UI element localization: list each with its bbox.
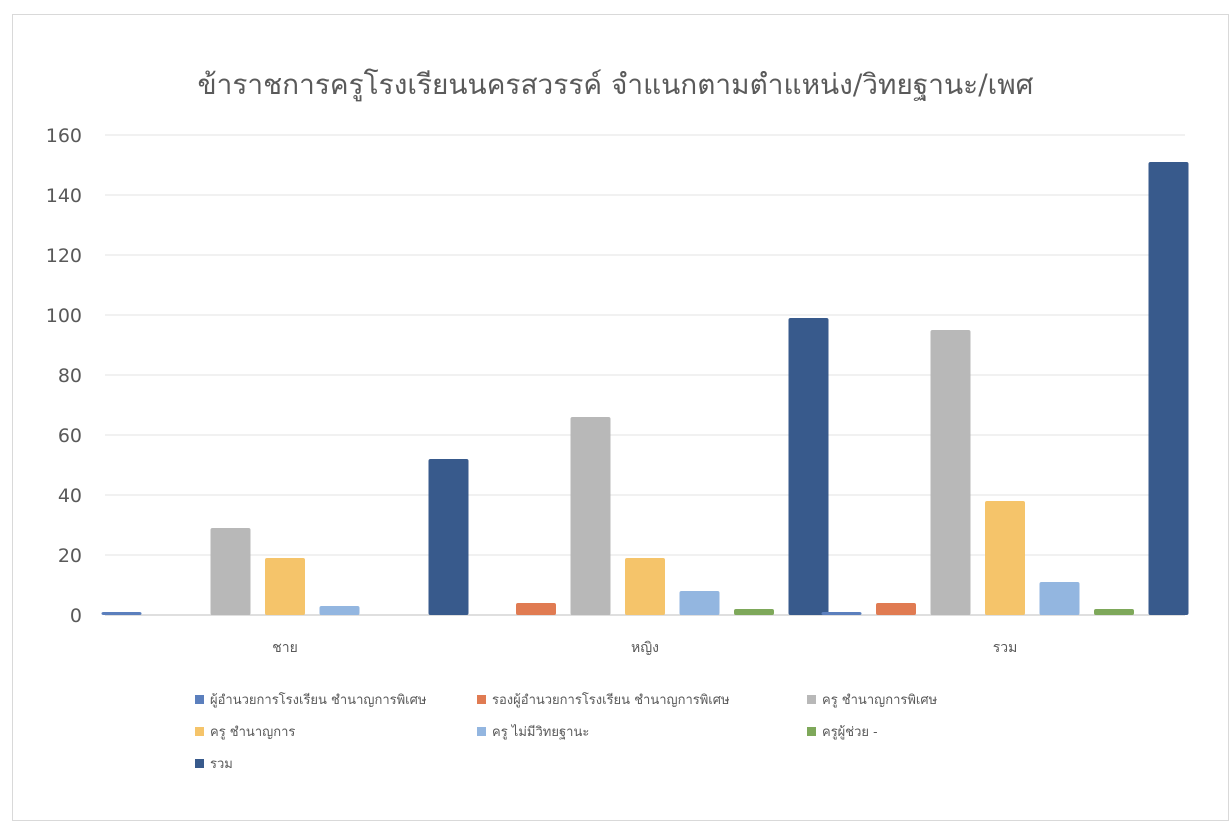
bar-2-2 <box>516 603 556 615</box>
bar-6-3 <box>1094 609 1134 615</box>
legend-swatch <box>807 726 816 736</box>
legend-swatch <box>195 758 204 768</box>
bar-7-1 <box>428 459 469 615</box>
bar-7-3 <box>1148 162 1189 615</box>
bar-6-2 <box>734 609 774 615</box>
bar-1-1 <box>101 612 142 615</box>
bar-5-1 <box>319 606 360 615</box>
y-tick-label: 120 <box>46 245 82 267</box>
bar-3-1 <box>210 528 251 615</box>
legend-swatch <box>477 726 486 736</box>
x-category-label: หญิง <box>631 640 659 656</box>
y-tick-label: 20 <box>58 545 82 567</box>
y-tick-label: 160 <box>46 125 82 147</box>
legend-label: ครู ชำนาญการพิเศษ <box>822 692 938 708</box>
bar-4-2 <box>625 558 665 615</box>
legend-item: ครู ชำนาญการ <box>195 722 477 740</box>
legend-label: ครูผู้ช่วย - <box>822 724 878 740</box>
legend-item: ผู้อำนวยการโรงเรียน ชำนาญการพิเศษ <box>195 690 477 708</box>
bar-1-3 <box>821 612 862 615</box>
y-tick-label: 40 <box>58 485 82 507</box>
legend-label: ครู ชำนาญการ <box>210 724 296 740</box>
legend-item: ครูผู้ช่วย - <box>807 722 1015 740</box>
bar-4-1 <box>265 558 305 615</box>
legend-item: รวม <box>195 754 477 772</box>
legend-swatch <box>195 694 204 704</box>
chart-frame <box>12 14 1229 821</box>
legend-swatch <box>807 694 816 704</box>
bar-5-3 <box>1039 582 1080 615</box>
legend-item: รองผู้อำนวยการโรงเรียน ชำนาญการพิเศษ <box>477 690 807 708</box>
y-tick-label: 140 <box>46 185 82 207</box>
chart-title: ข้าราชการครูโรงเรียนนครสวรรค์ จำแนกตามตำ… <box>197 68 1034 101</box>
bar-2-3 <box>876 603 916 615</box>
x-category-label: ชาย <box>272 640 298 656</box>
legend-swatch <box>477 694 486 704</box>
y-tick-label: 100 <box>46 305 82 327</box>
bar-3-3 <box>930 330 971 615</box>
legend-label: ผู้อำนวยการโรงเรียน ชำนาญการพิเศษ <box>210 692 427 708</box>
legend-swatch <box>195 726 204 736</box>
y-tick-label: 60 <box>58 425 82 447</box>
x-category-label: รวม <box>993 640 1018 656</box>
legend-label: ครู ไม่มีวิทยฐานะ <box>492 724 590 740</box>
bar-5-2 <box>679 591 720 615</box>
legend-item: ครู ไม่มีวิทยฐานะ <box>477 722 807 740</box>
bar-3-2 <box>570 417 611 615</box>
legend-label: รองผู้อำนวยการโรงเรียน ชำนาญการพิเศษ <box>492 692 730 708</box>
legend-item: ครู ชำนาญการพิเศษ <box>807 690 1015 708</box>
chart-plot-area: 0 20 40 60 80 100 120 140 160 ชาย หญิง รวม <box>46 125 1189 656</box>
bar-7-2 <box>788 318 829 615</box>
y-tick-label: 0 <box>70 605 82 627</box>
legend-label: รวม <box>210 756 233 772</box>
chart-legend: ผู้อำนวยการโรงเรียน ชำนาญการพิเศษ รองผู้อ… <box>195 690 1015 772</box>
y-tick-label: 80 <box>58 365 82 387</box>
bar-4-3 <box>985 501 1025 615</box>
